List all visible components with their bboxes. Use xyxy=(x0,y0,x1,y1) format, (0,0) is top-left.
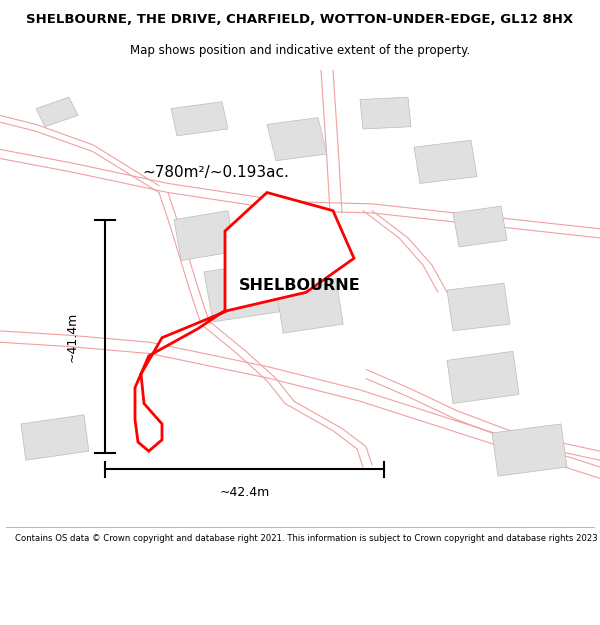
Polygon shape xyxy=(36,98,78,127)
Polygon shape xyxy=(360,98,411,129)
Polygon shape xyxy=(21,415,89,460)
Polygon shape xyxy=(204,261,288,322)
Text: Map shows position and indicative extent of the property.: Map shows position and indicative extent… xyxy=(130,44,470,57)
Polygon shape xyxy=(135,192,354,451)
Text: ~780m²/~0.193ac.: ~780m²/~0.193ac. xyxy=(143,164,289,179)
Polygon shape xyxy=(174,211,235,261)
Polygon shape xyxy=(414,141,477,184)
Polygon shape xyxy=(171,102,228,136)
Polygon shape xyxy=(276,279,343,333)
Text: ~42.4m: ~42.4m xyxy=(220,486,269,499)
Polygon shape xyxy=(453,206,507,247)
Polygon shape xyxy=(447,351,519,404)
Text: SHELBOURNE: SHELBOURNE xyxy=(239,278,361,293)
Text: SHELBOURNE, THE DRIVE, CHARFIELD, WOTTON-UNDER-EDGE, GL12 8HX: SHELBOURNE, THE DRIVE, CHARFIELD, WOTTON… xyxy=(26,13,574,26)
Text: ~41.4m: ~41.4m xyxy=(65,312,79,362)
Polygon shape xyxy=(492,424,567,476)
Text: Contains OS data © Crown copyright and database right 2021. This information is : Contains OS data © Crown copyright and d… xyxy=(15,534,600,543)
Polygon shape xyxy=(447,283,510,331)
Polygon shape xyxy=(267,118,327,161)
